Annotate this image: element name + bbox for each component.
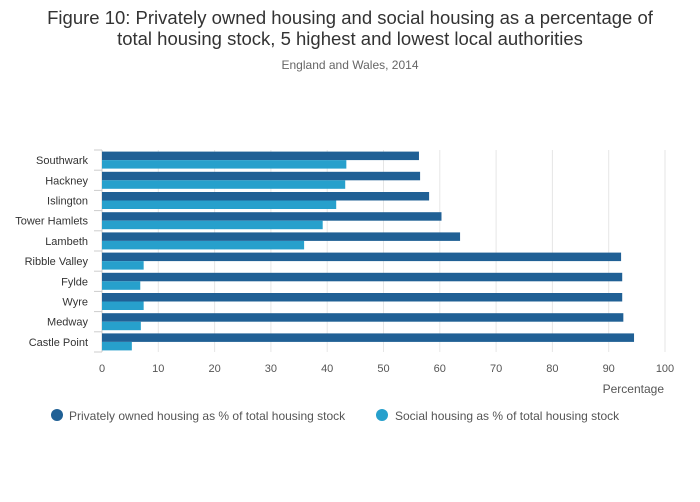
x-tick-label: 90 — [603, 363, 615, 375]
bar-private-housing — [102, 212, 442, 221]
x-tick-label: 60 — [434, 363, 446, 375]
bar-private-housing — [102, 192, 430, 201]
category-label: Castle Point — [29, 337, 88, 349]
bar-social-housing — [102, 281, 141, 290]
legend-label-private: Privately owned housing as % of total ho… — [69, 409, 346, 423]
bar-private-housing — [102, 313, 624, 322]
category-label: Hackney — [45, 175, 88, 187]
legend-marker-social — [376, 409, 388, 421]
legend-label-social: Social housing as % of total housing sto… — [395, 409, 620, 423]
category-label: Ribble Valley — [25, 256, 89, 268]
bar-social-housing — [102, 180, 346, 189]
legend-marker-private — [51, 409, 63, 421]
bar-social-housing — [102, 160, 347, 169]
category-labels: Southwark Hackney Islington Tower Hamlets La… — [15, 155, 88, 349]
legend: Privately owned housing as % of total ho… — [51, 409, 620, 423]
bars — [102, 151, 635, 351]
x-tick-label: 70 — [490, 363, 502, 375]
x-tick-label: 0 — [99, 363, 105, 375]
bar-private-housing — [102, 293, 623, 302]
chart-title-line-2: total housing stock, 5 highest and lowes… — [117, 28, 583, 49]
bar-social-housing — [102, 220, 323, 230]
bar-social-housing — [102, 321, 141, 331]
bar-private-housing — [102, 272, 623, 282]
bar-social-housing — [102, 200, 337, 209]
bar-private-housing — [102, 252, 622, 262]
chart-title-line-1: Figure 10: Privately owned housing and s… — [47, 7, 654, 28]
chart-subtitle: England and Wales, 2014 — [282, 58, 419, 72]
x-tick-label: 40 — [321, 363, 333, 375]
x-tick-label: 80 — [546, 363, 558, 375]
category-label: Tower Hamlets — [15, 216, 88, 228]
bar-private-housing — [102, 232, 461, 241]
category-label: Lambeth — [45, 236, 88, 248]
bar-private-housing — [102, 333, 635, 342]
bar-social-housing — [102, 261, 144, 270]
x-tick-label: 100 — [656, 363, 674, 375]
bar-social-housing — [102, 240, 305, 250]
x-tick-label: 50 — [377, 363, 389, 375]
category-label: Southwark — [36, 155, 88, 167]
category-label: Medway — [47, 317, 88, 329]
x-tick-label: 10 — [152, 363, 164, 375]
bar-social-housing — [102, 341, 132, 351]
x-tick-labels: 0 10 20 30 40 50 60 70 80 90 100 — [99, 363, 674, 375]
x-tick-label: 20 — [208, 363, 220, 375]
category-label: Fylde — [61, 276, 88, 288]
category-label: Wyre — [62, 297, 88, 309]
x-axis-title: Percentage — [603, 382, 665, 396]
bar-social-housing — [102, 301, 144, 310]
y-axis — [94, 149, 103, 353]
category-label: Islington — [47, 196, 88, 208]
bar-private-housing — [102, 171, 421, 181]
x-tick-label: 30 — [265, 363, 277, 375]
bar-private-housing — [102, 151, 419, 161]
